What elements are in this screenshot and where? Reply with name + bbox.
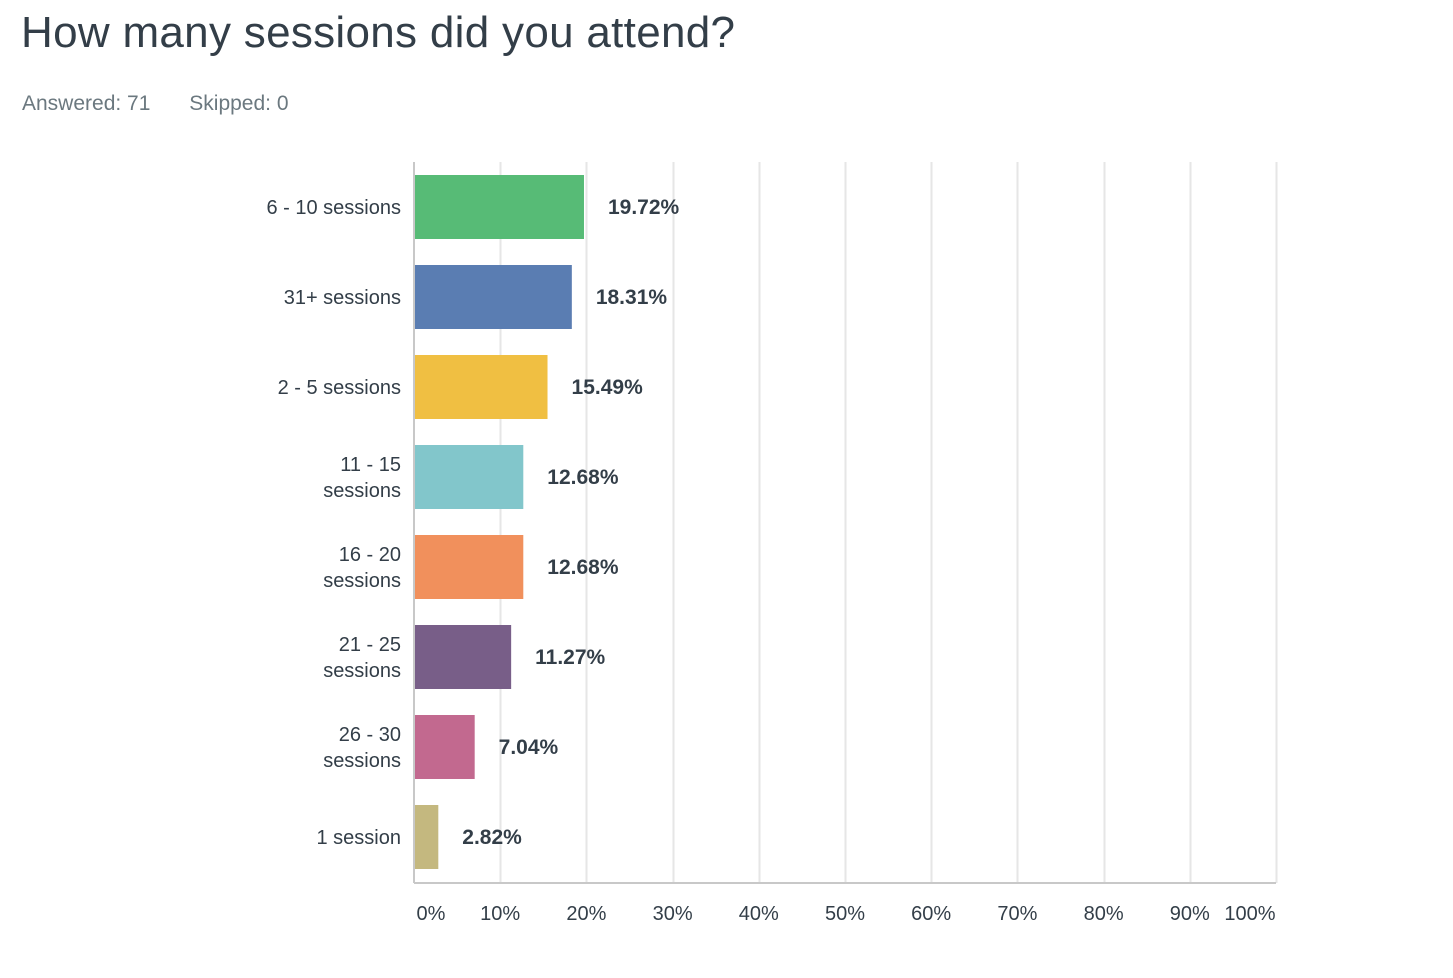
value-label: 7.04% [499,736,559,759]
category-label-line: sessions [323,750,401,772]
value-label: 2.82% [462,826,522,849]
answered-count: Answered: 71 [22,92,151,115]
value-label: 11.27% [535,646,605,669]
bars [415,175,584,869]
category-label: 1 session [317,827,402,849]
x-tick-label: 80% [1084,903,1124,925]
bar [415,805,439,869]
x-tick-label: 90% [1170,903,1210,925]
value-label: 15.49% [572,376,644,399]
value-label: 19.72% [608,196,680,219]
value-label: 18.31% [596,286,668,309]
category-label: 2 - 5 sessions [278,377,401,399]
category-label-line: sessions [323,660,401,682]
value-labels: 19.72% 18.31% 15.49% 12.68% 12.68% 11.27% 7.04… [462,196,679,849]
category-label-line: sessions [323,480,401,502]
x-tick-label: 100% [1224,903,1275,925]
bar [415,535,524,599]
response-stats: Answered: 71 Skipped: 0 [22,92,289,116]
category-labels: 6 - 10 sessions 31+ sessions 2 - 5 session… [266,197,401,849]
category-label: 11 - 15 sessions [323,454,401,502]
category-label-line: 21 - 25 [339,634,401,656]
category-label: 26 - 30 sessions [323,724,401,772]
value-label: 12.68% [547,556,619,579]
bar [415,265,572,329]
category-label-line: 2 - 5 sessions [278,377,401,399]
value-label: 12.68% [547,466,619,489]
x-tick-label: 40% [739,903,779,925]
category-label-line: 6 - 10 sessions [266,197,401,219]
question-title: How many sessions did you attend? [21,8,736,57]
bar [415,715,475,779]
x-tick-label: 10% [480,903,520,925]
category-label: 31+ sessions [284,287,401,309]
x-tick-labels: 0% 10% 20% 30% 40% 50% 60% 70% 80% 90% 100% [417,903,1276,925]
category-label-line: 11 - 15 [340,454,401,476]
gridlines [499,162,1278,883]
x-tick-label: 30% [653,903,693,925]
x-tick-label: 60% [911,903,951,925]
category-label: 16 - 20 sessions [323,544,401,592]
category-label: 21 - 25 sessions [323,634,401,682]
x-tick-label: 50% [825,903,865,925]
bar [415,625,512,689]
x-tick-label: 0% [417,903,446,925]
category-label-line: 1 session [317,827,402,849]
bar [415,175,584,239]
bar [415,445,524,509]
category-label-line: 16 - 20 [339,544,401,566]
bar [415,355,548,419]
category-label-line: 26 - 30 [339,724,401,746]
skipped-count: Skipped: 0 [189,92,289,115]
x-tick-label: 20% [566,903,606,925]
category-label-line: 31+ sessions [284,287,401,309]
category-label: 6 - 10 sessions [266,197,401,219]
category-label-line: sessions [323,570,401,592]
x-tick-label: 70% [997,903,1037,925]
